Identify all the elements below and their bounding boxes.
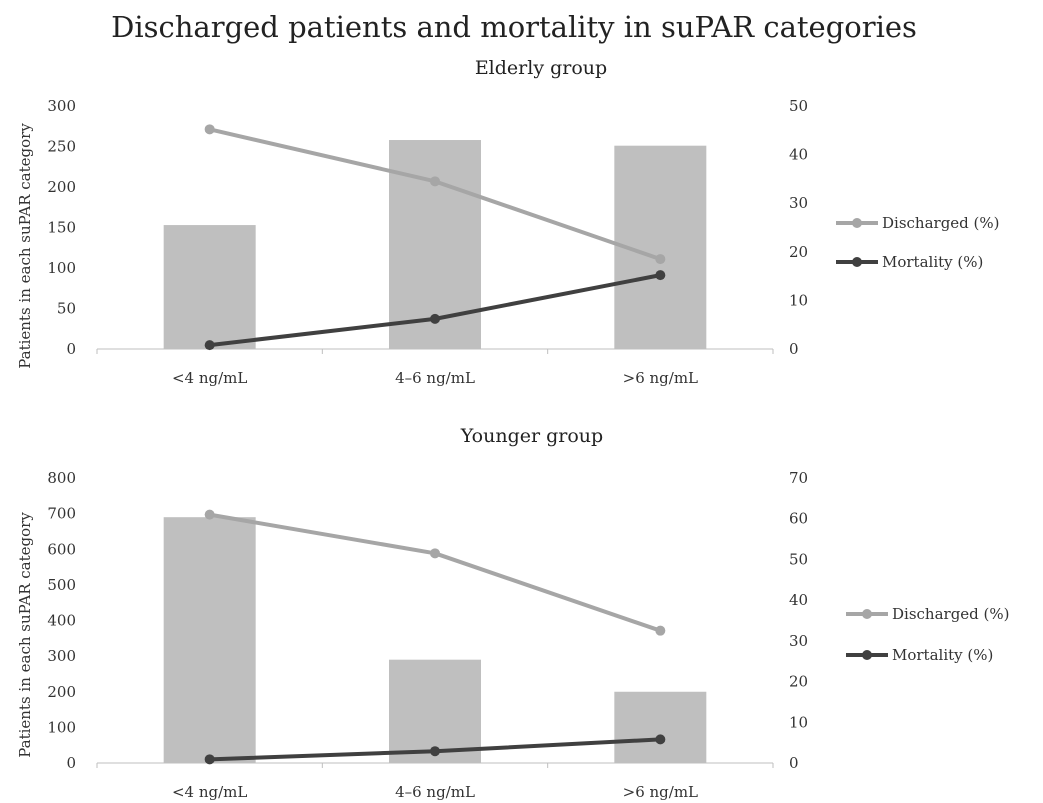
younger-left-y-tick-label: 600 bbox=[47, 540, 76, 558]
younger-bar bbox=[163, 517, 256, 763]
younger-mortality-point bbox=[430, 746, 440, 757]
younger-left-y-tick-label: 200 bbox=[47, 683, 76, 701]
elderly-mortality-point bbox=[655, 270, 666, 281]
younger-discharged-point bbox=[430, 548, 440, 559]
younger-left-y-tick-label: 0 bbox=[66, 754, 76, 772]
elderly-mortality-point bbox=[430, 313, 440, 324]
younger-right-y-tick-label: 30 bbox=[789, 632, 808, 650]
younger-x-tick-label: 4–6 ng/mL bbox=[395, 783, 475, 801]
elderly-chart-title: Elderly group bbox=[475, 57, 607, 79]
younger-left-y-tick-label: 300 bbox=[47, 647, 76, 665]
younger-right-y-tick-label: 40 bbox=[789, 591, 808, 609]
younger-right-y-tick-label: 0 bbox=[789, 754, 799, 772]
elderly-x-tick-label: 4–6 ng/mL bbox=[395, 369, 475, 387]
elderly-bar bbox=[163, 225, 256, 349]
elderly-mortality-legend-marker bbox=[852, 257, 862, 267]
younger-bar bbox=[389, 659, 481, 763]
younger-left-y-tick-label: 100 bbox=[47, 718, 76, 736]
elderly-discharged-legend-label: Discharged (%) bbox=[882, 214, 1000, 232]
elderly-discharged-point bbox=[430, 176, 440, 187]
elderly-right-y-tick-label: 20 bbox=[789, 243, 808, 261]
elderly-left-y-tick-label: 50 bbox=[57, 300, 76, 318]
elderly-left-y-tick-label: 250 bbox=[47, 138, 76, 156]
elderly-right-y-tick-label: 30 bbox=[789, 194, 808, 212]
younger-y-axis-label: Patients in each suPAR category bbox=[16, 512, 34, 758]
younger-mortality-point bbox=[655, 734, 666, 745]
younger-left-y-tick-label: 800 bbox=[47, 469, 76, 487]
younger-left-y-tick-label: 400 bbox=[47, 612, 76, 630]
younger-right-y-tick-label: 60 bbox=[789, 510, 808, 528]
elderly-right-y-tick-label: 50 bbox=[789, 97, 808, 115]
elderly-left-y-tick-label: 150 bbox=[47, 219, 76, 237]
younger-left-y-tick-label: 700 bbox=[47, 505, 76, 523]
younger-right-y-tick-label: 10 bbox=[789, 713, 808, 731]
elderly-left-y-tick-label: 300 bbox=[47, 97, 76, 115]
figure-title: Discharged patients and mortality in suP… bbox=[111, 10, 917, 44]
elderly-right-y-tick-label: 10 bbox=[789, 291, 808, 309]
chart-younger: Younger group 0 100 200 300 400 500 600 700 800 0 1… bbox=[16, 425, 1010, 801]
elderly-right-y-tick-label: 0 bbox=[789, 340, 799, 358]
elderly-mortality-legend-label: Mortality (%) bbox=[882, 253, 983, 271]
elderly-left-y-tick-label: 200 bbox=[47, 178, 76, 196]
younger-chart-title: Younger group bbox=[460, 425, 603, 447]
younger-discharged-legend-label: Discharged (%) bbox=[892, 605, 1010, 623]
younger-discharged-line bbox=[207, 512, 663, 633]
elderly-x-tick-label: <4 ng/mL bbox=[172, 369, 247, 387]
elderly-y-axis-label: Patients in each suPAR category bbox=[16, 123, 34, 369]
elderly-discharged-legend-marker bbox=[852, 218, 862, 228]
elderly-right-y-tick-label: 40 bbox=[789, 146, 808, 164]
younger-bar bbox=[614, 691, 707, 763]
younger-mortality-point bbox=[204, 754, 215, 765]
elderly-left-y-tick-label: 0 bbox=[66, 340, 76, 358]
younger-right-y-tick-label: 70 bbox=[789, 469, 808, 487]
younger-discharged-point bbox=[204, 509, 215, 520]
younger-discharged-legend-marker bbox=[862, 609, 872, 619]
younger-left-y-tick-label: 500 bbox=[47, 576, 76, 594]
younger-right-y-tick-label: 20 bbox=[789, 673, 808, 691]
elderly-left-y-tick-label: 100 bbox=[47, 259, 76, 277]
younger-mortality-legend-marker bbox=[862, 650, 872, 660]
younger-x-tick-label: >6 ng/mL bbox=[623, 783, 698, 801]
younger-mortality-legend-label: Mortality (%) bbox=[892, 646, 993, 664]
younger-right-y-tick-label: 50 bbox=[789, 550, 808, 568]
elderly-x-tick-label: >6 ng/mL bbox=[623, 369, 698, 387]
chart-elderly: Elderly group 0 50 100 150 200 250 300 0 10 20 30 40… bbox=[16, 57, 1000, 387]
elderly-discharged-point bbox=[655, 254, 666, 265]
younger-x-tick-label: <4 ng/mL bbox=[172, 783, 247, 801]
younger-discharged-point bbox=[655, 625, 666, 636]
elderly-mortality-point bbox=[204, 340, 215, 351]
elderly-discharged-point bbox=[204, 124, 215, 135]
